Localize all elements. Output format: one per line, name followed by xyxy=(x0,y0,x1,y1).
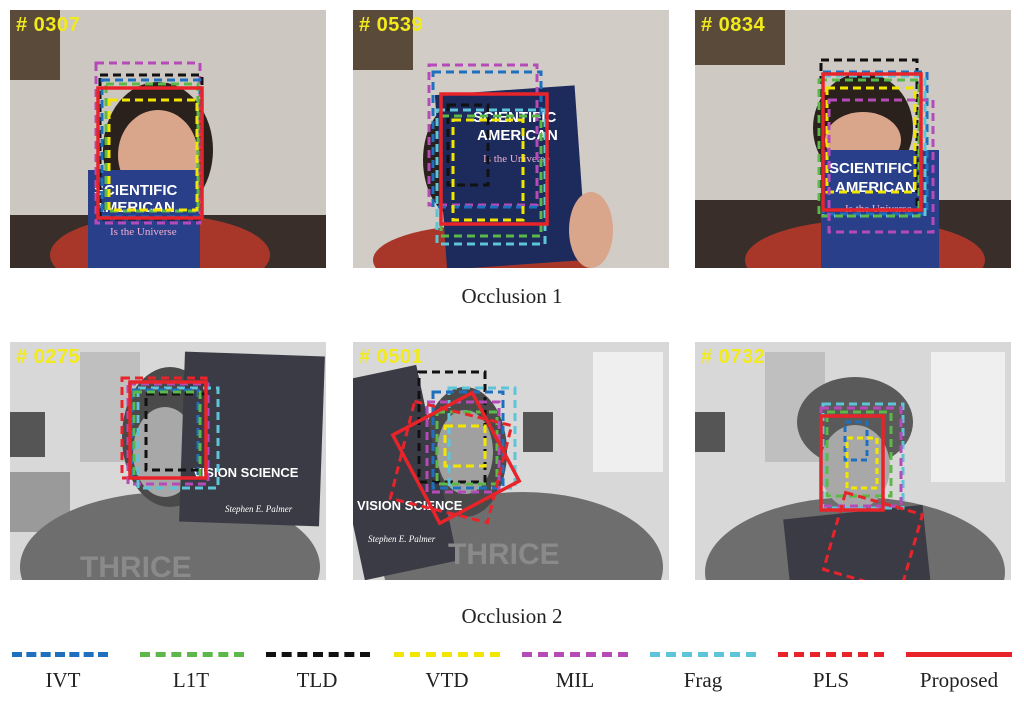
legend-line-pls xyxy=(778,652,884,657)
frame-number: # 0539 xyxy=(359,14,424,36)
frame-0539: SCIENTIFIC AMERICAN Is the Universe # 05… xyxy=(353,10,669,268)
svg-text:VISION SCIENCE: VISION SCIENCE xyxy=(357,498,463,513)
frame-0732: # 0732 xyxy=(695,342,1011,580)
legend-label-tld: TLD xyxy=(296,668,338,692)
legend-label-mil: MIL xyxy=(555,668,595,692)
svg-text:AMERICAN: AMERICAN xyxy=(835,179,916,196)
legend-line-vtd xyxy=(394,652,500,657)
legend-label-frag: Frag xyxy=(683,668,723,692)
legend-line-tld xyxy=(266,652,370,657)
frame-0501: VISION SCIENCE Stephen E. Palmer THRICE … xyxy=(353,342,669,580)
svg-text:Stephen E. Palmer: Stephen E. Palmer xyxy=(368,534,436,544)
legend-line-proposed xyxy=(906,652,1012,657)
legend-label-pls: PLS xyxy=(812,668,850,692)
svg-text:THRICE: THRICE xyxy=(448,538,560,571)
frame-0307: SCIENTIFIC AMERICAN Is the Universe # 03… xyxy=(10,10,326,268)
frame-number: # 0307 xyxy=(16,14,81,36)
svg-text:THRICE: THRICE xyxy=(80,551,192,580)
legend-label-proposed: Proposed xyxy=(919,668,999,692)
legend-line-frag xyxy=(650,652,756,657)
frame-image xyxy=(695,342,1011,580)
row-caption: Occlusion 2 xyxy=(461,604,563,628)
frame-image: VISION SCIENCE Stephen E. Palmer THRICE xyxy=(353,342,669,580)
frame-number: # 0275 xyxy=(16,346,81,368)
frame-number: # 0501 xyxy=(359,346,424,368)
legend-line-mil xyxy=(522,652,628,657)
frame-image: SCIENTIFIC AMERICAN Is the Universe xyxy=(353,10,669,268)
svg-text:Is the Universe: Is the Universe xyxy=(110,226,177,238)
frame-number: # 0732 xyxy=(701,346,766,368)
svg-text:SCIENTIFIC: SCIENTIFIC xyxy=(94,182,178,199)
svg-text:Is the Universe: Is the Universe xyxy=(483,153,550,165)
frame-number: # 0834 xyxy=(701,14,766,36)
legend-label-vtd: VTD xyxy=(425,668,469,692)
legend-label-l1t: L1T xyxy=(172,668,210,692)
legend-line-l1t xyxy=(140,652,244,657)
legend-line-ivt xyxy=(12,652,108,657)
svg-text:Stephen E. Palmer: Stephen E. Palmer xyxy=(225,504,293,514)
frame-0275: VISION SCIENCE Stephen E. Palmer THRICE … xyxy=(10,342,326,580)
frame-image: VISION SCIENCE Stephen E. Palmer THRICE xyxy=(10,342,326,580)
svg-text:SCIENTIFIC: SCIENTIFIC xyxy=(829,160,913,177)
frame-0834: SCIENTIFIC AMERICAN Is the Universe # 08… xyxy=(695,10,1011,268)
row-caption: Occlusion 1 xyxy=(461,284,563,308)
legend-label-ivt: IVT xyxy=(45,668,81,692)
frame-image: SCIENTIFIC AMERICAN Is the Universe xyxy=(695,10,1011,268)
frame-image: SCIENTIFIC AMERICAN Is the Universe xyxy=(10,10,326,268)
